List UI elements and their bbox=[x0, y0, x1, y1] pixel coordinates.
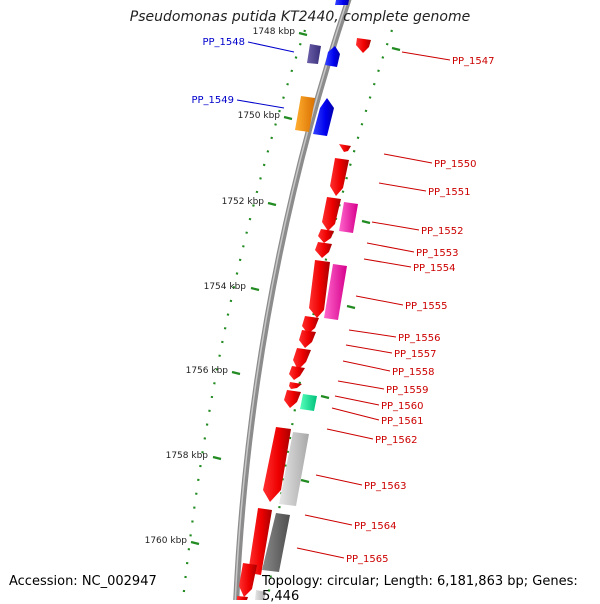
gene-arrow[interactable] bbox=[325, 46, 340, 67]
gene-labels: PP_1548 PP_1549 PP_1547 PP_1550 PP_1551 … bbox=[191, 37, 494, 565]
leader-line bbox=[331, 407, 380, 421]
leader-line bbox=[355, 295, 404, 306]
kbp-tick bbox=[346, 304, 356, 310]
leader-line bbox=[236, 99, 285, 109]
accession-text: Accession: NC_002947 bbox=[9, 574, 157, 589]
gene-arrow[interactable] bbox=[284, 390, 301, 408]
leader-line bbox=[247, 41, 295, 53]
gene-label[interactable]: PP_1562 bbox=[375, 435, 418, 446]
kbp-tick bbox=[250, 286, 260, 292]
gene-label[interactable]: PP_1561 bbox=[381, 416, 424, 427]
leader-line bbox=[296, 547, 345, 559]
kbp-tick bbox=[298, 31, 308, 37]
gene-label[interactable]: PP_1565 bbox=[346, 554, 389, 565]
gene-arrow[interactable] bbox=[300, 394, 317, 411]
gene-arrow[interactable] bbox=[356, 38, 371, 53]
gene-label[interactable]: PP_1555 bbox=[405, 301, 448, 312]
kbp-label: 1754 kbp bbox=[204, 282, 247, 292]
leader-line bbox=[371, 221, 420, 231]
gene-label[interactable]: PP_1558 bbox=[392, 367, 435, 378]
gene-label[interactable]: PP_1557 bbox=[394, 349, 437, 360]
leader-line bbox=[348, 329, 397, 338]
gene-arrow[interactable] bbox=[289, 382, 302, 389]
gene-arrow[interactable] bbox=[299, 330, 316, 348]
kbp-tick bbox=[190, 540, 200, 546]
kbp-tick bbox=[212, 455, 222, 461]
gene-arrow[interactable] bbox=[255, 590, 266, 600]
kbp-tick bbox=[231, 370, 241, 376]
leader-line bbox=[334, 395, 380, 406]
gene-arrow[interactable] bbox=[239, 563, 257, 597]
gene-label[interactable]: PP_1551 bbox=[428, 187, 471, 198]
gene-arrow[interactable] bbox=[335, 0, 349, 5]
gene-arrow[interactable] bbox=[339, 144, 351, 152]
leader-line bbox=[366, 242, 415, 253]
gene-label[interactable]: PP_1564 bbox=[354, 521, 397, 532]
kbp-tick bbox=[300, 478, 310, 484]
gene-label[interactable]: PP_1553 bbox=[416, 248, 459, 259]
leader-line bbox=[378, 182, 427, 192]
gene-arrow[interactable] bbox=[263, 427, 291, 502]
gene-arrow[interactable] bbox=[307, 44, 321, 64]
gene-label[interactable]: PP_1548 bbox=[202, 37, 245, 48]
gene-arrow[interactable] bbox=[318, 229, 334, 243]
leader-line bbox=[363, 258, 412, 268]
kbp-label: 1752 kbp bbox=[222, 197, 265, 207]
gene-arrow[interactable] bbox=[237, 596, 248, 600]
gene-label[interactable]: PP_1556 bbox=[398, 333, 441, 344]
genome-backbone-highlight bbox=[234, 0, 349, 604]
gene-arrow[interactable] bbox=[322, 197, 341, 231]
kbp-tick bbox=[283, 115, 293, 121]
gene-arrow[interactable] bbox=[293, 348, 311, 370]
gene-arrow[interactable] bbox=[324, 264, 347, 320]
kbp-label: 1748 kbp bbox=[253, 27, 296, 37]
gene-label[interactable]: PP_1552 bbox=[421, 226, 464, 237]
leader-line bbox=[342, 360, 391, 372]
leader-line bbox=[401, 51, 451, 61]
leader-line bbox=[326, 428, 374, 440]
leader-line bbox=[315, 474, 363, 486]
leader-line bbox=[304, 514, 353, 526]
gene-arrow[interactable] bbox=[248, 508, 272, 575]
leader-line bbox=[345, 344, 393, 354]
gene-arrow[interactable] bbox=[330, 158, 349, 196]
kbp-label: 1760 kbp bbox=[145, 536, 188, 546]
kbp-label: 1750 kbp bbox=[238, 111, 281, 121]
gene-arrow[interactable] bbox=[339, 202, 358, 233]
gene-label[interactable]: PP_1550 bbox=[434, 159, 477, 170]
gene-arrow[interactable] bbox=[279, 432, 309, 506]
kbp-ticks bbox=[190, 31, 401, 546]
gene-arrow[interactable] bbox=[302, 316, 319, 334]
leader-line bbox=[337, 380, 385, 390]
kbp-tick bbox=[267, 201, 277, 207]
genome-backbone bbox=[233, 0, 352, 604]
genome-title: Pseudomonas putida KT2440, complete geno… bbox=[129, 9, 471, 25]
gene-arrow[interactable] bbox=[295, 96, 315, 132]
genes-plus-strand bbox=[295, 0, 349, 136]
gene-label[interactable]: PP_1549 bbox=[191, 95, 234, 106]
gene-arrow[interactable] bbox=[309, 260, 330, 318]
gene-label[interactable]: PP_1547 bbox=[452, 56, 495, 67]
genes-minus-strand bbox=[237, 38, 371, 600]
gene-arrow[interactable] bbox=[289, 366, 305, 380]
kbp-tick bbox=[391, 46, 401, 52]
kbp-tick bbox=[361, 219, 371, 225]
kbp-tick bbox=[320, 394, 330, 400]
gene-arrow[interactable] bbox=[315, 242, 332, 258]
gene-label[interactable]: PP_1559 bbox=[386, 385, 429, 396]
gene-arrow[interactable] bbox=[262, 513, 290, 572]
kbp-labels: 1748 kbp 1750 kbp 1752 kbp 1754 kbp 1756… bbox=[145, 27, 296, 546]
gene-arrow[interactable] bbox=[313, 98, 334, 136]
leader-line bbox=[383, 153, 433, 164]
kbp-label: 1758 kbp bbox=[166, 451, 209, 461]
gene-label[interactable]: PP_1563 bbox=[364, 481, 407, 492]
gene-label[interactable]: PP_1560 bbox=[381, 401, 424, 412]
gene-label[interactable]: PP_1554 bbox=[413, 263, 456, 274]
leader-lines bbox=[236, 41, 451, 559]
kbp-label: 1756 kbp bbox=[186, 366, 229, 376]
